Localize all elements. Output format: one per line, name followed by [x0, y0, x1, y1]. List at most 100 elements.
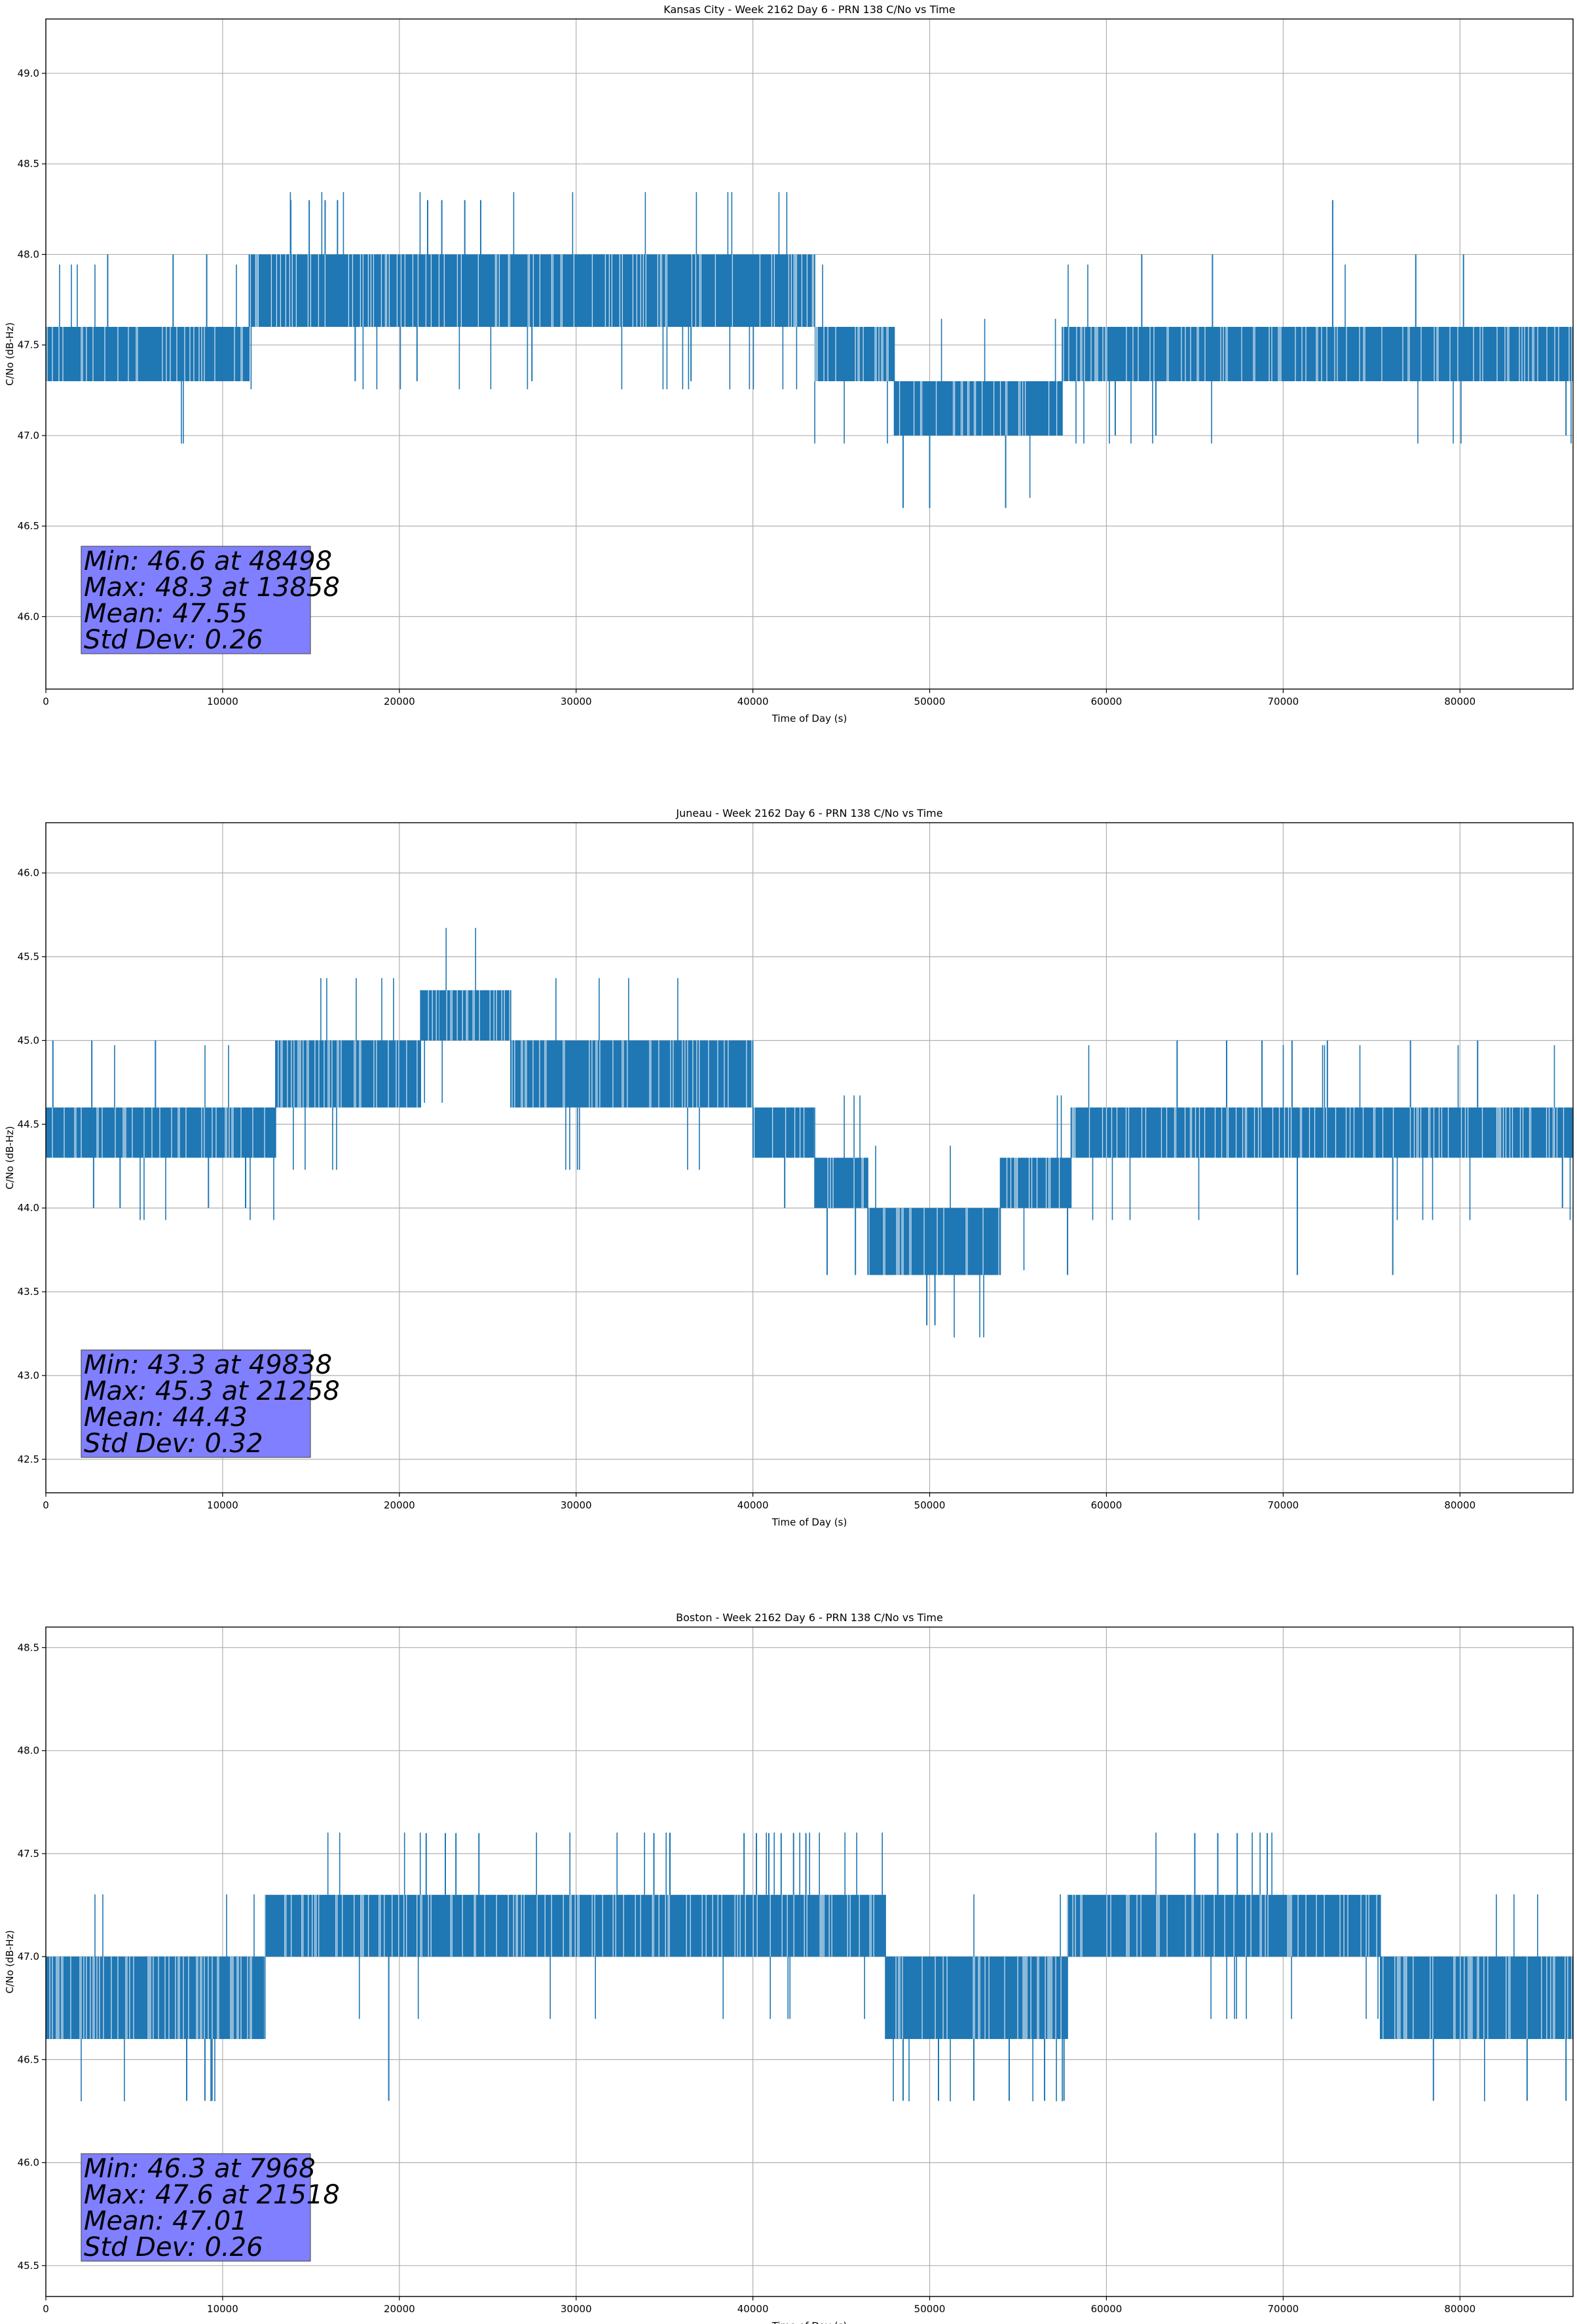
y-tick-label: 44.5 — [18, 1118, 39, 1130]
band-segment — [885, 1957, 1068, 2039]
x-axis-label: Time of Day (s) — [771, 713, 847, 724]
band-flickers — [327, 1832, 421, 2019]
band-segment — [1071, 1107, 1573, 1158]
band-segment — [249, 254, 502, 328]
y-tick-label: 45.5 — [18, 2260, 39, 2272]
y-tick-label: 46.0 — [18, 2157, 39, 2169]
y-tick-label: 45.0 — [18, 1034, 39, 1046]
band-segment — [1067, 1894, 1381, 1957]
y-axis-label: C/No (dB-Hz) — [4, 322, 16, 386]
x-tick-label: 30000 — [561, 696, 592, 707]
stats-box-background — [81, 2153, 311, 2262]
axes-frame — [45, 18, 1574, 690]
band-gaps — [753, 1107, 815, 1158]
y-tick-label: 45.5 — [18, 951, 39, 963]
band-flickers — [59, 264, 237, 444]
x-tick-label: 10000 — [207, 2303, 238, 2315]
x-tick-label: 0 — [43, 2303, 49, 2315]
band-gaps — [1382, 1957, 1572, 2039]
x-tick-label: 80000 — [1444, 2303, 1475, 2315]
band-flickers — [1484, 1894, 1538, 2101]
y-axis-ticks: 46.0 46.5 47.0 47.5 48.0 48.5 49.0 — [18, 67, 46, 622]
chart-1: Kansas City - Week 2162 Day 6 - PRN 138 … — [4, 3, 1574, 724]
band-segment — [46, 327, 250, 381]
x-tick-label: 80000 — [1444, 696, 1475, 707]
band-flickers — [293, 978, 394, 1170]
stats-mean-text: Mean: 47.01 — [84, 2206, 248, 2236]
x-tick-label: 0 — [43, 696, 49, 707]
band-gaps — [52, 1107, 265, 1158]
x-tick-label: 70000 — [1267, 696, 1299, 707]
band-segment — [46, 1957, 265, 2039]
y-tick-label: 47.5 — [18, 1848, 39, 1860]
band-gaps — [899, 381, 1058, 436]
x-tick-label: 60000 — [1091, 2303, 1122, 2315]
chart-title: Kansas City - Week 2162 Day 6 - PRN 138 … — [663, 3, 955, 16]
x-tick-label: 30000 — [561, 1499, 592, 1511]
stats-mean-text: Mean: 47.55 — [84, 599, 248, 629]
band-gaps — [1067, 1894, 1377, 1957]
y-tick-label: 46.5 — [18, 2053, 39, 2065]
x-tick-label: 50000 — [914, 2303, 946, 2315]
y-tick-label: 48.0 — [18, 1745, 39, 1757]
x-tick-label: 60000 — [1091, 696, 1122, 707]
stats-max-text: Max: 47.6 at 21518 — [84, 2180, 340, 2210]
x-tick-label: 80000 — [1444, 1499, 1475, 1511]
band-flickers — [1023, 1095, 1062, 1271]
band-flickers — [814, 264, 888, 444]
x-tick-label: 40000 — [737, 2303, 769, 2315]
data-series — [46, 928, 1573, 1338]
band-gaps — [46, 327, 243, 381]
band-flickers — [1067, 264, 1572, 444]
x-tick-label: 70000 — [1267, 1499, 1299, 1511]
band-segment — [894, 381, 1062, 436]
y-tick-label: 49.0 — [18, 67, 39, 79]
stats-std-text: Std Dev: 0.32 — [84, 1429, 263, 1459]
band-gaps — [508, 254, 815, 327]
band-segment — [420, 1894, 886, 1957]
y-tick-label: 47.5 — [18, 339, 39, 351]
y-axis-label: C/No (dB-Hz) — [4, 1126, 16, 1190]
band-gaps — [895, 1957, 1062, 2039]
y-tick-label: 43.0 — [18, 1370, 39, 1381]
band-gaps — [814, 327, 889, 381]
x-tick-label: 10000 — [207, 696, 238, 707]
data-series — [46, 1832, 1573, 2101]
band-gaps — [278, 1040, 418, 1108]
band-segment — [265, 1894, 421, 1957]
band-flickers — [81, 1894, 255, 2101]
stats-box-background — [81, 1349, 311, 1458]
x-tick-label: 20000 — [384, 696, 415, 707]
x-tick-label: 0 — [43, 1499, 49, 1511]
x-tick-label: 20000 — [384, 2303, 415, 2315]
band-gaps — [250, 254, 500, 327]
chart-2: Juneau - Week 2162 Day 6 - PRN 138 C/No … — [4, 807, 1574, 1528]
band-gaps — [827, 1157, 864, 1209]
stats-min-text: Min: 46.6 at 48498 — [84, 546, 332, 576]
band-flickers — [940, 318, 1056, 498]
y-tick-label: 46.5 — [18, 520, 39, 532]
band-flickers — [555, 978, 700, 1170]
band-segment — [46, 1107, 276, 1158]
y-tick-label: 48.0 — [18, 248, 39, 260]
band-segment — [752, 1107, 815, 1158]
band-flickers — [1155, 1832, 1379, 2019]
x-tick-label: 40000 — [737, 1499, 769, 1511]
band-flickers — [844, 1095, 861, 1158]
band-segment — [815, 327, 895, 381]
band-gaps — [420, 1894, 874, 1957]
x-tick-label: 20000 — [384, 1499, 415, 1511]
band-segment — [1380, 1957, 1573, 2039]
band-gaps — [1063, 327, 1572, 381]
stats-mean-text: Mean: 44.43 — [84, 1402, 248, 1433]
stats-max-text: Max: 48.3 at 13858 — [84, 572, 340, 603]
band-flickers — [893, 1894, 1063, 2101]
band-segment — [815, 1157, 868, 1209]
stats-std-text: Std Dev: 0.26 — [84, 2232, 263, 2262]
x-tick-label: 40000 — [737, 696, 769, 707]
axes-frame — [45, 822, 1574, 1493]
